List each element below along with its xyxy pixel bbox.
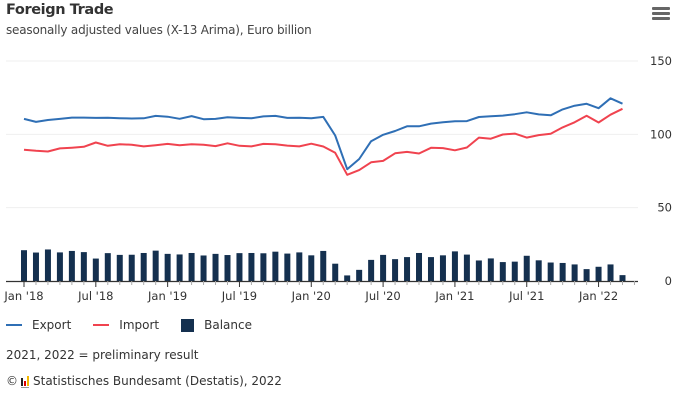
hamburger-menu-icon[interactable]: [652, 7, 670, 21]
balance-bar: [284, 253, 291, 281]
balance-bar: [44, 249, 51, 281]
balance-bar: [475, 260, 482, 281]
x-tick-label: Jul '21: [508, 289, 544, 303]
balance-bar: [356, 269, 363, 281]
import-line: [23, 107, 623, 176]
balance-bar: [320, 250, 327, 281]
balance-bar: [188, 252, 195, 281]
balance-bar: [416, 252, 423, 281]
x-tick-label: Jan '22: [578, 289, 618, 303]
legend-item-balance[interactable]: Balance: [181, 318, 252, 332]
x-axis: Jan '18 Jul '18 Jan '19 Jul '19 Jan '20 Jul '…: [3, 280, 638, 303]
x-tick-label: Jan '21: [434, 289, 474, 303]
legend-item-import[interactable]: Import: [93, 318, 159, 332]
import-line-icon: [93, 324, 110, 326]
export-line-icon: [6, 324, 22, 326]
legend-item-export[interactable]: Export: [6, 318, 71, 332]
balance-bar: [176, 254, 183, 281]
menu-bar: [652, 17, 670, 20]
balance-bar: [248, 252, 255, 281]
balance-bar: [296, 252, 303, 281]
balance-bars: [21, 249, 626, 281]
credits[interactable]: © Statistisches Bundesamt (Destatis), 20…: [6, 374, 282, 388]
balance-bar: [595, 266, 602, 281]
balance-bar: [487, 258, 494, 281]
menu-bar: [652, 12, 670, 15]
balance-bar: [80, 252, 87, 281]
balance-bar: [272, 251, 279, 281]
balance-bar: [32, 252, 39, 281]
balance-bar: [128, 254, 135, 281]
balance-bar: [511, 261, 518, 281]
x-tick-label: Jan '18: [3, 289, 43, 303]
legend-label-import: Import: [119, 318, 160, 332]
balance-bar: [200, 255, 207, 281]
balance-bar: [607, 264, 614, 281]
balance-bar: [308, 255, 315, 281]
balance-bar: [344, 275, 351, 281]
legend: Export Import Balance: [6, 318, 252, 332]
y-tick-label: 0: [665, 274, 672, 288]
x-tick-label: Jul '18: [77, 289, 113, 303]
balance-bar: [499, 262, 506, 281]
balance-bar: [583, 269, 590, 281]
x-tick-label: Jan '20: [291, 289, 331, 303]
y-axis-labels: 0 50 100 150: [650, 54, 672, 288]
balance-bar: [559, 262, 566, 281]
chart-subtitle: seasonally adjusted values (X-13 Arima),…: [6, 23, 312, 37]
balance-bar: [236, 253, 243, 281]
balance-bar: [104, 253, 111, 281]
x-tick-label: Jan '19: [147, 289, 187, 303]
menu-bar: [652, 7, 670, 10]
preliminary-note: 2021, 2022 = preliminary result: [6, 348, 199, 362]
grid-lines: [6, 60, 638, 209]
balance-bar: [332, 263, 339, 281]
balance-bar: [116, 254, 123, 281]
x-tick-label: Jul '19: [221, 289, 257, 303]
balance-bar: [152, 250, 159, 281]
balance-bar: [260, 253, 267, 281]
balance-bar: [140, 252, 147, 281]
legend-label-export: Export: [32, 318, 72, 332]
balance-bar: [439, 255, 446, 281]
balance-bar: [212, 253, 219, 281]
balance-bar: [535, 260, 542, 281]
balance-bar: [368, 259, 375, 281]
balance-bar: [164, 253, 171, 281]
balance-bar: [571, 264, 578, 281]
y-tick-label: 150: [650, 54, 672, 68]
balance-bar: [92, 258, 99, 281]
chart-title: Foreign Trade: [6, 2, 114, 18]
export-line: [23, 97, 623, 171]
balance-bar: [451, 251, 458, 281]
balance-bar: [404, 257, 411, 281]
balance-bar: [547, 262, 554, 281]
balance-bar: [224, 255, 231, 281]
balance-square-icon: [181, 318, 195, 332]
balance-bar: [427, 257, 434, 281]
balance-bar: [380, 254, 387, 281]
balance-bar: [56, 252, 63, 281]
balance-bar: [523, 255, 530, 281]
copyright-icon: ©: [6, 374, 18, 388]
legend-label-balance: Balance: [204, 318, 252, 332]
y-tick-label: 50: [657, 201, 672, 215]
credits-text: Statistisches Bundesamt (Destatis), 2022: [33, 374, 282, 388]
series-lines: [23, 97, 623, 176]
balance-bar: [463, 254, 470, 281]
balance-bar: [392, 259, 399, 281]
balance-bar: [68, 250, 75, 281]
balance-bar: [21, 250, 27, 281]
y-tick-label: 100: [650, 127, 672, 141]
x-tick-label: Jul '20: [364, 289, 400, 303]
destatis-logo-icon: [21, 376, 29, 388]
balance-bar: [619, 275, 626, 281]
